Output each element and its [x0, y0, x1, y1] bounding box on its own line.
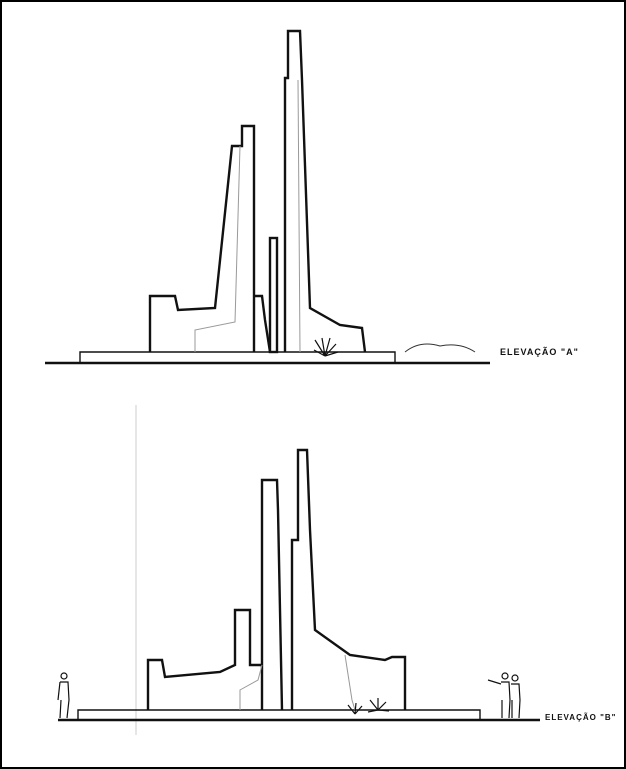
vegetation	[404, 343, 476, 353]
elevation-a: ELEVAÇÃO "A"	[45, 29, 579, 365]
shade-line	[297, 79, 301, 353]
base-platform	[79, 351, 396, 363]
slim-tower	[268, 236, 279, 354]
shade-line	[239, 664, 263, 710]
left-block	[146, 608, 262, 710]
shade-line	[194, 145, 241, 352]
mid-block	[254, 294, 272, 353]
elevation-b: ELEVAÇÃO "B"	[57, 405, 616, 735]
elevation-label: ELEVAÇÃO "B"	[545, 713, 616, 722]
shade-line	[344, 654, 356, 711]
human-figures	[57, 672, 521, 719]
plant	[313, 337, 339, 357]
tall-tower	[283, 29, 367, 353]
elevation-label: ELEVAÇÃO "A"	[500, 347, 579, 357]
base-platform	[77, 709, 481, 720]
left-tower	[148, 124, 256, 352]
left-tower	[260, 478, 284, 711]
plant	[347, 698, 390, 715]
right-tower	[290, 448, 407, 710]
